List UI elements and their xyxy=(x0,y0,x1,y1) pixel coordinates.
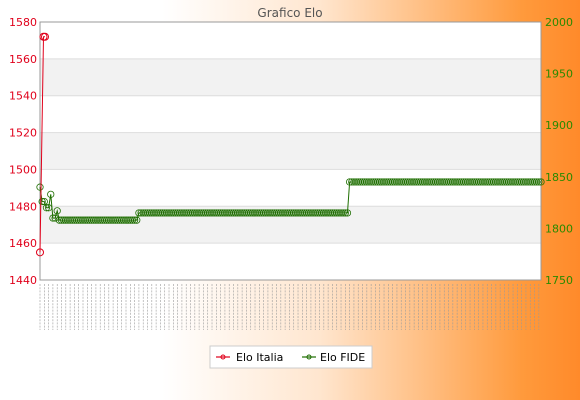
right-axis-ticks: 1750 1800 1850 1900 1950 2000 xyxy=(545,16,573,287)
left-tick-label: 1560 xyxy=(9,53,37,66)
data-point xyxy=(131,216,139,224)
legend-fide-label: Elo FIDE xyxy=(320,351,365,364)
right-tick-label: 1950 xyxy=(545,68,573,81)
legend-italia-label: Elo Italia xyxy=(236,351,283,364)
data-point xyxy=(36,248,44,257)
data-point xyxy=(535,178,543,186)
right-tick-label: 2000 xyxy=(545,16,573,29)
grid-band xyxy=(40,132,541,170)
data-point xyxy=(533,178,541,186)
right-tick-label: 1900 xyxy=(545,119,573,132)
data-point xyxy=(53,207,61,215)
data-point xyxy=(537,178,545,186)
left-tick-label: 1440 xyxy=(9,274,37,287)
left-tick-label: 1520 xyxy=(9,127,37,140)
data-point xyxy=(42,204,51,212)
data-point xyxy=(41,32,49,41)
plot-border xyxy=(39,21,542,281)
data-point xyxy=(339,209,347,217)
data-point xyxy=(49,214,57,222)
left-tick-label: 1460 xyxy=(9,237,37,250)
left-tick-label: 1580 xyxy=(9,16,37,29)
data-point xyxy=(38,197,46,206)
left-tick-label: 1480 xyxy=(9,200,37,213)
series-line xyxy=(39,36,45,253)
legend-fide-marker xyxy=(306,354,312,360)
grid-band xyxy=(40,58,541,96)
data-point xyxy=(36,183,44,191)
series-elo-italia xyxy=(36,32,49,257)
right-tick-label: 1800 xyxy=(545,222,573,235)
plot-area xyxy=(40,22,541,280)
data-point xyxy=(128,216,137,224)
left-tick-label: 1540 xyxy=(9,90,37,103)
data-point xyxy=(47,190,55,198)
data-point xyxy=(45,204,53,212)
grid-lines xyxy=(39,21,542,281)
right-tick-label: 1750 xyxy=(545,274,573,287)
series-elo-fide xyxy=(36,178,545,224)
x-axis-labels xyxy=(39,284,540,330)
left-tick-label: 1500 xyxy=(9,163,37,176)
legend-italia-marker xyxy=(220,354,226,360)
legend: Elo Italia Elo FIDE xyxy=(209,345,373,369)
legend-box xyxy=(209,345,373,369)
left-axis-ticks: 1440 1460 1480 1500 1520 1540 1560 1580 xyxy=(9,16,37,287)
right-tick-label: 1850 xyxy=(545,171,573,184)
data-point xyxy=(341,209,349,217)
data-point xyxy=(343,209,352,217)
chart-title: Grafico Elo xyxy=(257,6,322,20)
data-point xyxy=(51,214,59,222)
data-point xyxy=(133,216,141,224)
